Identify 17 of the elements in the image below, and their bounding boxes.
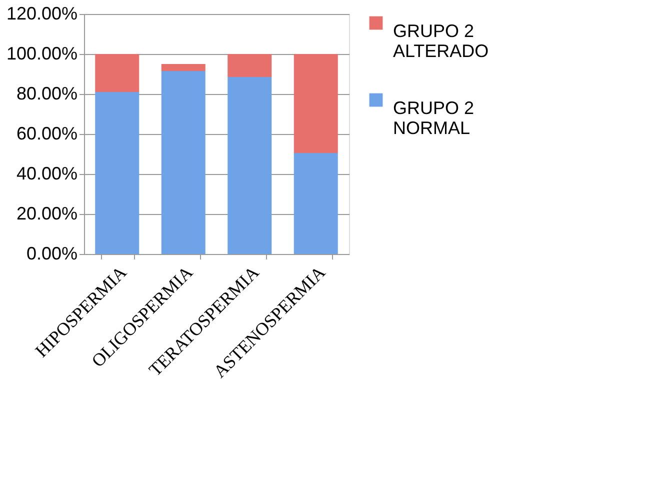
bar xyxy=(228,54,272,77)
y-tick-label: 0.00% xyxy=(26,244,78,264)
bar xyxy=(228,77,272,254)
y-tick-label: 80.00% xyxy=(16,84,78,104)
bar xyxy=(95,92,140,254)
y-tick-label: 120.00% xyxy=(6,4,78,24)
bar xyxy=(161,71,206,254)
bar xyxy=(95,54,140,92)
y-tick-label: 20.00% xyxy=(16,204,78,224)
y-tick-label: 60.00% xyxy=(16,124,78,144)
legend-label: GRUPO 2 ALTERADO xyxy=(393,21,489,61)
y-tick-label: 40.00% xyxy=(16,164,78,184)
bar xyxy=(294,54,338,153)
y-tick-label: 100.00% xyxy=(6,44,78,64)
bar xyxy=(161,64,206,71)
bar xyxy=(294,153,338,254)
legend-label: GRUPO 2 NORMAL xyxy=(393,98,474,138)
